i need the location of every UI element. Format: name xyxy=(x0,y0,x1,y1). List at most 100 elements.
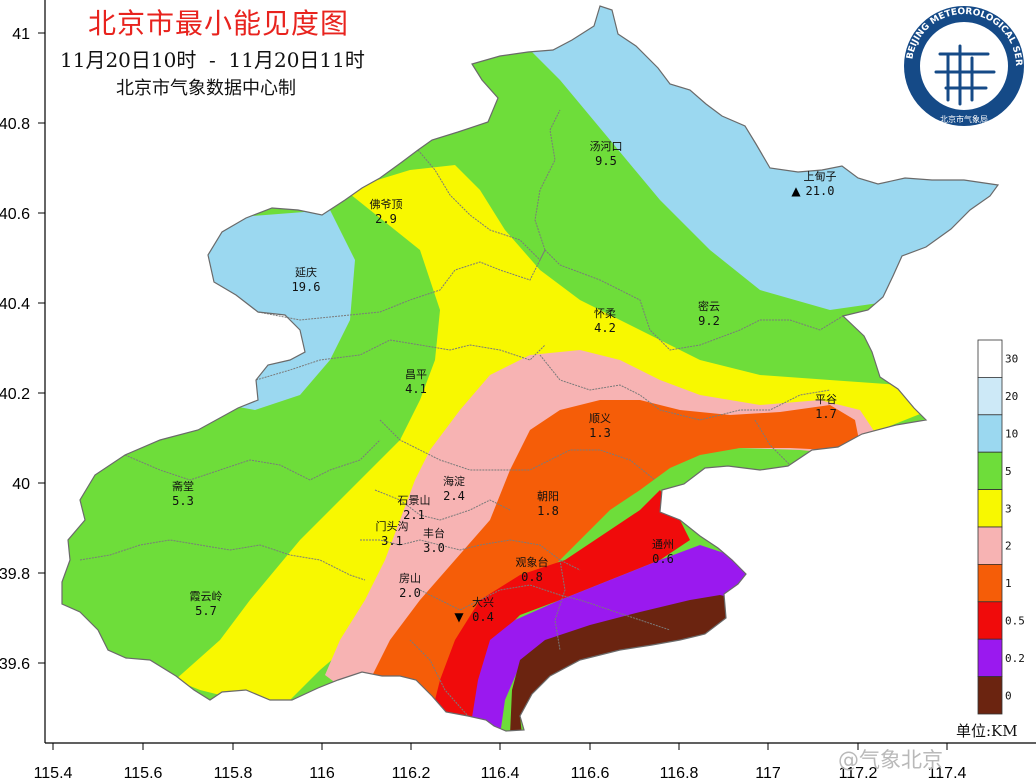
station-name: 房山 xyxy=(399,572,421,585)
boundary-huairou-miyun xyxy=(544,249,844,351)
logo-inner-border xyxy=(918,20,1010,112)
station-name: 汤河口 xyxy=(590,139,623,153)
logo-emblem-icon xyxy=(934,44,996,106)
legend-swatch xyxy=(977,638,1003,678)
station-name: 平谷 xyxy=(815,393,837,406)
legend-label: 2 xyxy=(1005,540,1012,553)
x-tick-label: 117 xyxy=(755,765,781,782)
legend-label: 0 xyxy=(1005,689,1012,702)
legend-label: 30 xyxy=(1005,353,1018,366)
band-0.5-1 xyxy=(430,490,690,730)
station-labels: 汤河口9.5上甸子21.0▲佛爷顶2.9延庆19.6怀柔4.2密云9.2昌平4.… xyxy=(172,139,837,624)
boundary-shijingshan xyxy=(374,489,511,521)
station-value: 2.1 xyxy=(403,508,425,522)
x-tick-label: 117.4 xyxy=(928,765,967,782)
station-value: 9.5 xyxy=(595,154,617,168)
station-7: 昌平4.1 xyxy=(405,368,427,396)
x-tick-label: 117.2 xyxy=(839,765,878,782)
station-name: 通州 xyxy=(652,538,674,551)
station-13: 朝阳1.8 xyxy=(537,490,559,518)
legend-swatch xyxy=(977,489,1003,528)
visibility-contours xyxy=(62,6,998,731)
unit-label: 单位:KM xyxy=(956,722,1018,740)
boundary-yanqing-huairou xyxy=(417,149,546,261)
station-name: 丰台 xyxy=(423,526,445,540)
station-15: 丰台3.0 xyxy=(423,526,445,555)
station-name: 斋堂 xyxy=(172,479,194,493)
y-tick-label: 40 xyxy=(12,476,30,493)
station-name: 大兴 xyxy=(472,595,494,609)
station-value: 2.9 xyxy=(375,212,397,226)
station-5: 怀柔4.2 xyxy=(594,307,616,335)
legend-label: 0.5 xyxy=(1005,615,1025,628)
boundary-tongzhou-west xyxy=(554,559,566,651)
station-value: 0.8 xyxy=(521,570,543,584)
legend-swatch xyxy=(977,414,1003,453)
station-name: 观象台 xyxy=(516,555,549,569)
station-value: 19.6 xyxy=(292,280,321,294)
station-name: 怀柔 xyxy=(594,307,616,320)
legend-label: 1 xyxy=(1005,577,1012,590)
station-name: 延庆 xyxy=(295,265,317,279)
x-tick-label: 116.2 xyxy=(392,765,431,782)
station-value: 1.3 xyxy=(589,426,611,440)
y-tick-label: 40.8 xyxy=(0,116,30,133)
boundary-pinggu-west xyxy=(754,419,791,466)
x-tick-label: 115.4 xyxy=(34,765,73,782)
legend-swatch xyxy=(977,526,1003,565)
x-tick-label: 116.8 xyxy=(660,765,699,782)
legend-swatch xyxy=(977,564,1003,603)
legend-swatch xyxy=(977,451,1003,491)
station-value: 2.0 xyxy=(399,586,421,600)
boundary-mentougou-north xyxy=(124,439,381,481)
station-value: 4.2 xyxy=(594,321,616,335)
station-value: 21.0 xyxy=(806,184,835,198)
station-name: 昌平 xyxy=(405,368,427,381)
station-value: 4.1 xyxy=(405,382,427,396)
boundary-changping-south xyxy=(255,339,546,381)
x-axis-ticks: 115.4 115.6 115.8 116 116.2 116.4 116.6 116.8 11… xyxy=(34,743,967,782)
boundary-fangshan-north xyxy=(79,539,366,581)
legend-swatch xyxy=(977,339,1003,378)
x-tick-label: 116.6 xyxy=(571,765,610,782)
station-9: 顺义1.3 xyxy=(589,412,611,440)
triangle-up-icon: ▲ xyxy=(791,184,801,198)
boundary-shunyi-north xyxy=(539,354,831,421)
boundary-huairou-miyun-north xyxy=(534,109,561,251)
station-value: 9.2 xyxy=(698,314,720,328)
logo-subtext: 北京市气象局 xyxy=(940,114,988,124)
legend-label: 0.2 xyxy=(1005,652,1025,665)
legend-label: 5 xyxy=(1005,465,1012,478)
station-value: 1.8 xyxy=(537,504,559,518)
station-6: 密云9.2 xyxy=(698,299,720,328)
legend-swatch xyxy=(977,676,1003,715)
x-tick-label: 116.4 xyxy=(481,765,520,782)
legend-label: 3 xyxy=(1005,502,1012,515)
y-tick-label: 41 xyxy=(12,26,30,43)
x-tick-label: 115.8 xyxy=(214,765,253,782)
station-name: 海淀 xyxy=(443,474,465,488)
time-range: 11月20日10时 - 11月20日11时 xyxy=(60,48,365,72)
station-name: 密云 xyxy=(698,299,720,313)
station-name: 石景山 xyxy=(398,494,431,507)
station-name: 朝阳 xyxy=(537,490,559,503)
boundary-daxing-north xyxy=(419,584,671,631)
station-value: 3.1 xyxy=(381,534,403,548)
station-name: 上甸子 xyxy=(804,170,837,183)
boundary-haidian-chaoyang xyxy=(379,419,656,481)
station-name: 霞云岭 xyxy=(190,589,223,603)
legend-label: 20 xyxy=(1005,390,1018,403)
legend-label: 10 xyxy=(1005,428,1018,441)
station-value: 5.3 xyxy=(172,494,194,508)
station-name: 佛爷顶 xyxy=(370,197,403,211)
band-0-0.2 xyxy=(510,595,740,731)
band-10-20-miyun xyxy=(520,6,998,310)
station-name: 门头沟 xyxy=(376,519,409,533)
